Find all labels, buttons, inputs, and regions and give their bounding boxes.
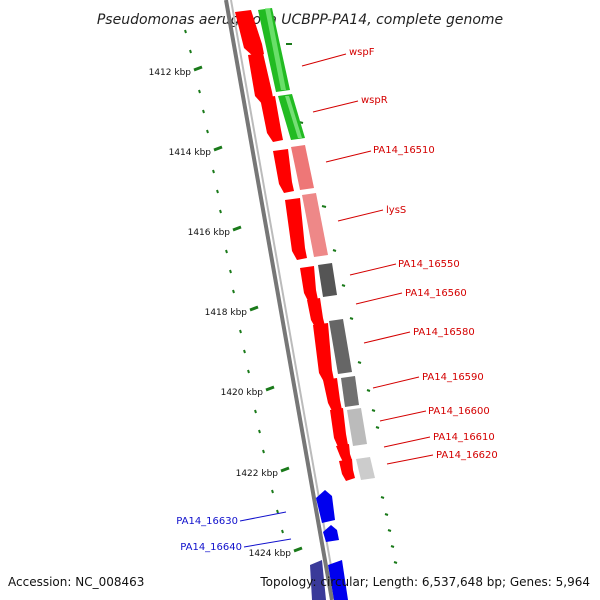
tick-label: 1412 kbp [149, 68, 192, 78]
gene-arrow-16640[interactable] [323, 525, 339, 542]
gene-arrow-16600[interactable] [330, 408, 348, 447]
cog-bar-pink [291, 145, 314, 190]
forward-strand-genes [235, 10, 355, 481]
gene-label-PA14_16580[interactable]: PA14_16580 [413, 327, 475, 338]
cog-bar-gray [329, 319, 352, 374]
gene-arrow-partial[interactable] [310, 560, 326, 600]
tick-label: 1416 kbp [188, 228, 231, 238]
topology-text: Topology: circular; Length: 6,537,648 bp… [259, 575, 590, 589]
genome-backbone [224, 0, 334, 600]
gene-label-PA14_16550[interactable]: PA14_16550 [398, 259, 460, 270]
gene-arrow-lysS[interactable] [285, 198, 307, 260]
gene-label-PA14_16610[interactable]: PA14_16610 [433, 432, 495, 443]
gene-arrow-16610[interactable] [336, 444, 352, 462]
cog-bar-light-gray [356, 457, 375, 480]
outer-dotted-guide [286, 43, 398, 564]
tick-1424: 1424 kbp [249, 546, 303, 559]
tick-1418: 1418 kbp [205, 305, 259, 318]
accession-text: Accession: NC_008463 [8, 575, 144, 589]
gene-arrow-16560[interactable] [307, 298, 325, 327]
gene-label-PA14_16630[interactable]: PA14_16630 [176, 516, 238, 527]
gene-label-PA14_16640[interactable]: PA14_16640 [180, 542, 242, 553]
map-title: Pseudomonas aeruginosa UCBPP-PA14, compl… [97, 12, 503, 28]
gene-arrow-partial[interactable] [328, 560, 348, 600]
reverse-strand-genes [310, 490, 348, 600]
gene-label-PA14_16600[interactable]: PA14_16600 [428, 406, 490, 417]
cog-bar-light-gray [347, 408, 367, 446]
tick-1416: 1416 kbp [188, 225, 242, 238]
cog-bar-gray [341, 376, 359, 407]
inner-dotted-guide [184, 29, 284, 534]
cog-bar-pink [302, 193, 328, 257]
gene-arrow-16630[interactable] [316, 490, 335, 523]
gene-label-PA14_16510[interactable]: PA14_16510 [373, 145, 435, 156]
gene-label-PA14_16620[interactable]: PA14_16620 [436, 450, 498, 461]
gene-label-PA14_16560[interactable]: PA14_16560 [405, 288, 467, 299]
forward-leader-lines [301, 53, 434, 465]
tick-1420: 1420 kbp [221, 385, 275, 398]
gene-label-wspR[interactable]: wspR [361, 95, 388, 106]
tick-1414: 1414 kbp [169, 145, 223, 158]
tick-label: 1414 kbp [169, 148, 212, 158]
gene-label-PA14_16590[interactable]: PA14_16590 [422, 372, 484, 383]
gene-arrow-wspR[interactable] [248, 53, 274, 106]
gene-arrow-16620[interactable] [339, 459, 355, 481]
gene-arrow-16510[interactable] [260, 96, 283, 142]
gene-arrow-lysS-a[interactable] [273, 149, 294, 193]
gene-arrow-16590[interactable] [323, 378, 342, 411]
reverse-leader-lines [239, 511, 292, 548]
tick-1422: 1422 kbp [236, 466, 290, 479]
gene-arrow-16550[interactable] [300, 266, 318, 301]
tick-label: 1424 kbp [249, 549, 292, 559]
tick-1412: 1412 kbp [149, 65, 203, 78]
cog-bar-dark-gray [318, 263, 337, 297]
cog-category-bars [258, 8, 375, 480]
tick-label: 1418 kbp [205, 308, 248, 318]
gene-arrow-16580[interactable] [313, 323, 334, 382]
gene-label-lysS[interactable]: lysS [386, 205, 406, 216]
gene-arrow-wspF[interactable] [235, 10, 264, 57]
tick-label: 1422 kbp [236, 469, 279, 479]
tick-label: 1420 kbp [221, 388, 264, 398]
gene-label-wspF[interactable]: wspF [349, 47, 375, 58]
